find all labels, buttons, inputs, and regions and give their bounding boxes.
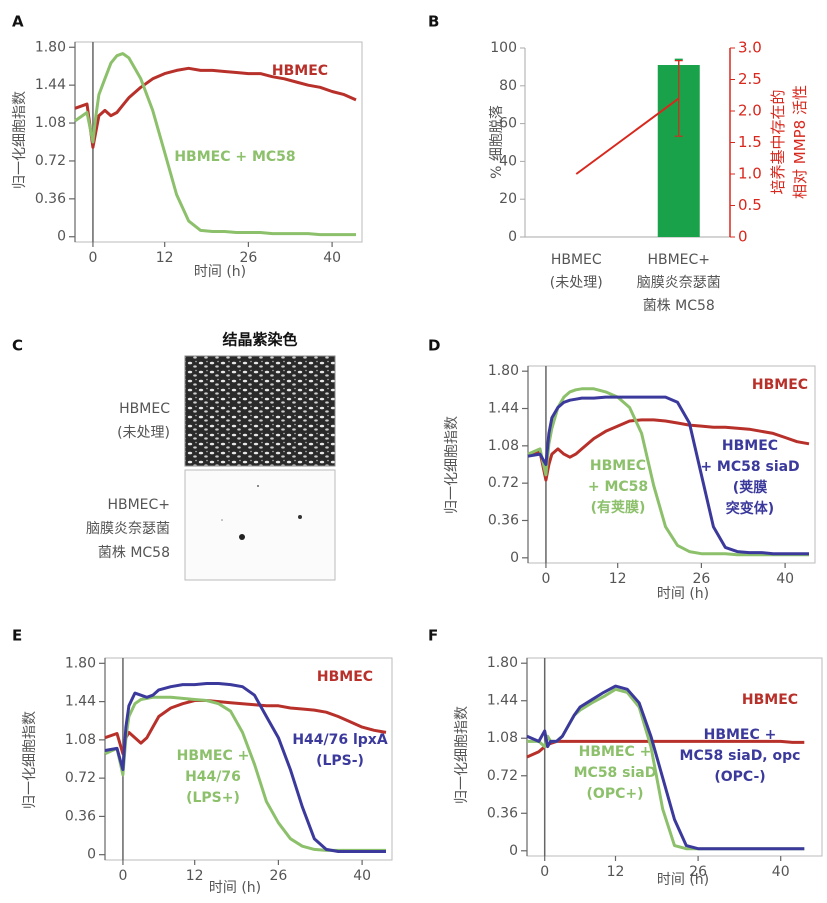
series-label: H44/76 lpxA(LPS-) [292, 732, 388, 769]
y-tick-label: 0.36 [35, 191, 66, 207]
x-tick-label: HBMEC+脑膜炎奈瑟菌菌株 MC58 [637, 252, 721, 314]
x-tick-label: 40 [323, 250, 341, 266]
series-line [527, 686, 804, 849]
x-axis-label: 时间 (h) [194, 264, 246, 280]
x-tick-label: 26 [692, 571, 710, 587]
cell-spot [298, 515, 302, 519]
y-axis-label: % 细胞脱落 [489, 105, 505, 179]
x-tick-label: 0 [118, 868, 127, 884]
series-label: HBMEC +H44/76(LPS+) [177, 748, 250, 806]
series-label: HBMEC +MC58 siaD, opc(OPC-) [680, 727, 801, 785]
x-tick-label: 0 [88, 250, 97, 266]
series-label: HBMEC [742, 692, 798, 708]
y-tick-label: 0 [508, 229, 517, 245]
y-tick-label: 1.80 [488, 363, 519, 379]
y-tick-label: 0.72 [487, 768, 518, 784]
x-axis-label: 时间 (h) [209, 880, 261, 896]
cell-spot [257, 485, 259, 487]
y-tick-label: 0 [509, 843, 518, 859]
series-line [75, 54, 356, 235]
series-label: HBMEC+ MC58 siaD(荚膜突变体) [700, 438, 799, 517]
y-tick-label: 1.08 [35, 115, 66, 131]
y-tick-label: 80 [499, 78, 517, 94]
panel-label: B [428, 13, 439, 31]
series-label: HBMEC+ MC58(有荚膜) [588, 458, 648, 516]
cell-spot [221, 519, 223, 521]
y-tick-label: 0.72 [488, 475, 519, 491]
y-tick-label: 1.44 [487, 693, 518, 709]
y-axis-label: 归一化细胞指数 [11, 91, 28, 189]
y-tick-label: 0.36 [65, 808, 96, 824]
y2-tick-label: 0 [738, 228, 748, 246]
panel-label: A [12, 13, 24, 31]
y-tick-label: 0.36 [488, 512, 519, 528]
series-label: HBMEC [272, 63, 328, 79]
micrograph [185, 470, 335, 580]
y-tick-label: 100 [490, 40, 517, 56]
x-axis-label: 时间 (h) [657, 586, 709, 602]
y2-tick-label: 3.0 [738, 39, 762, 57]
x-tick-label: HBMEC(未处理) [550, 252, 603, 291]
x-tick-label: 12 [156, 250, 174, 266]
x-tick-label: 12 [186, 868, 204, 884]
y-tick-label: 0 [57, 229, 66, 245]
row-label: HBMEC+脑膜炎奈瑟菌菌株 MC58 [86, 497, 170, 561]
y-tick-label: 1.80 [487, 655, 518, 671]
y-axis-label: 归一化细胞指数 [453, 706, 470, 804]
x-tick-label: 0 [541, 571, 550, 587]
y-tick-label: 1.44 [488, 401, 519, 417]
row-label: HBMEC(未处理) [117, 401, 170, 441]
panel-label: C [12, 337, 23, 355]
panel-label: D [428, 337, 440, 355]
x-tick-label: 12 [609, 571, 627, 587]
panel-label: F [428, 627, 438, 645]
micrograph [185, 356, 335, 466]
y2-tick-label: 2.0 [738, 102, 762, 120]
x-tick-label: 40 [353, 868, 371, 884]
y-tick-label: 1.44 [65, 694, 96, 710]
y-tick-label: 0.72 [65, 770, 96, 786]
cell-spot [239, 534, 245, 540]
y2-tick-label: 0.5 [738, 196, 762, 214]
y-tick-label: 1.80 [65, 655, 96, 671]
y-tick-label: 0 [510, 550, 519, 566]
y-tick-label: 0.72 [35, 153, 66, 169]
y-tick-label: 20 [499, 191, 517, 207]
y-tick-label: 0 [87, 847, 96, 863]
x-tick-label: 40 [776, 571, 794, 587]
x-axis-label: 时间 (h) [657, 872, 709, 888]
y-axis-label: 归一化细胞指数 [443, 416, 460, 514]
y2-tick-label: 1.5 [738, 133, 762, 151]
series-line [75, 68, 356, 147]
y-tick-label: 1.44 [35, 77, 66, 93]
y-tick-label: 1.08 [487, 730, 518, 746]
series-label: HBMEC + MC58 [174, 149, 295, 165]
x-tick-label: 40 [772, 864, 790, 880]
panel-label: E [12, 627, 22, 645]
y2-tick-label: 2.5 [738, 70, 762, 88]
x-tick-label: 26 [269, 868, 287, 884]
series-label: HBMEC [317, 669, 373, 685]
series-label: HBMEC +MC58 siaD(OPC+) [574, 744, 657, 802]
y-axis-label: 归一化细胞指数 [21, 711, 38, 809]
y-tick-label: 1.08 [65, 732, 96, 748]
y-tick-label: 0.36 [487, 805, 518, 821]
x-tick-label: 0 [540, 864, 549, 880]
y-tick-label: 1.08 [488, 438, 519, 454]
y2-axis-label: 培养基中存在的相对 MMP8 活性 [769, 85, 809, 199]
series-label: HBMEC [752, 377, 808, 393]
y-tick-label: 1.80 [35, 39, 66, 55]
y2-tick-label: 1.0 [738, 165, 762, 183]
x-tick-label: 12 [607, 864, 625, 880]
figure: C 结晶紫染色 HBMEC(未处理) HBMEC+脑膜炎奈瑟菌菌株 MC58 A… [0, 0, 827, 903]
image-title: 结晶紫染色 [222, 331, 297, 349]
